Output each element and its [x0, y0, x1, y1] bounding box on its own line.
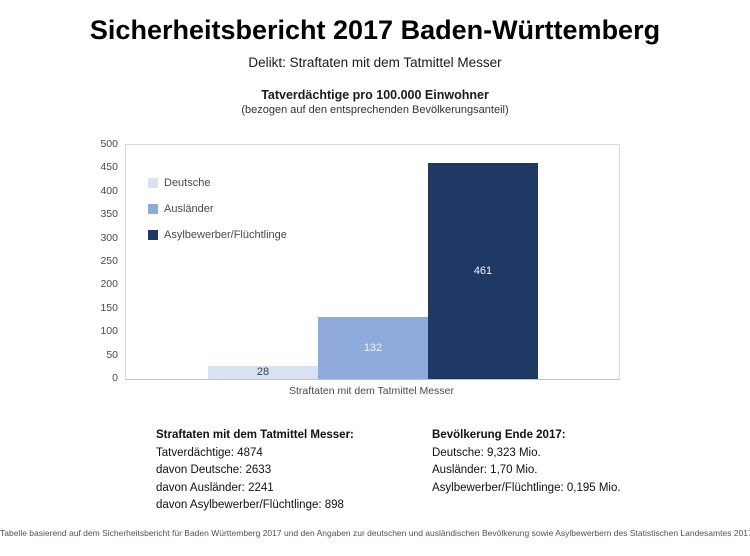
info-line: Tatverdächtige: 4874 — [156, 446, 263, 459]
y-axis-tick: 250 — [100, 255, 118, 267]
legend-label: Ausländer — [164, 203, 214, 215]
chart-subtitle: (bezogen auf den entsprechenden Bevölker… — [241, 104, 509, 116]
info-population-lines: Deutsche: 9,323 Mio. Ausländer: 1,70 Mio.… — [432, 445, 621, 498]
source-footnote: Tabelle basierend auf dem Sicherheitsber… — [0, 528, 750, 538]
y-axis-tick: 100 — [100, 325, 118, 338]
bar-ausl-nder: 132 — [318, 317, 428, 379]
y-axis-tick: 150 — [100, 301, 118, 314]
y-axis-tick: 300 — [100, 231, 118, 244]
y-axis-tick: 0 — [112, 372, 118, 384]
plot-area: Deutsche Ausländer Asylbewerber/Flüchtling… — [125, 144, 620, 380]
legend-label: Asylbewerber/Flüchtlinge — [164, 229, 287, 241]
bar-value-label: 28 — [256, 366, 270, 378]
info-crimes-heading: Straftaten mit dem Tatmittel Messer: — [156, 429, 354, 441]
bar-value-label: 132 — [363, 341, 383, 354]
info-line: Asylbewerber/Flüchtlinge: 0,195 Mio. — [432, 481, 621, 494]
chart-title: Tatverdächtige pro 100.000 Einwohner — [261, 88, 489, 102]
info-population-heading: Bevölkerung Ende 2017: — [432, 429, 566, 441]
bar-value-label: 461 — [473, 264, 493, 277]
y-axis-tick: 500 — [100, 138, 118, 150]
y-axis: 0 50 100 150 200 250 300 350 400 450 500 — [50, 138, 118, 384]
info-line: davon Asylbewerber/Flüchtlinge: 898 — [156, 499, 344, 512]
legend-item-ausl-nder: Ausländer — [148, 203, 287, 215]
y-axis-tick: 350 — [100, 208, 118, 221]
chart-legend: Deutsche Ausländer Asylbewerber/Flüchtling… — [148, 177, 287, 255]
info-crimes-lines: Tatverdächtige: 4874 davon Deutsche: 2633… — [156, 445, 354, 515]
page-subtitle: Delikt: Straftaten mit dem Tatmittel Mes… — [248, 55, 502, 70]
page-title: Sicherheitsbericht 2017 Baden-Württember… — [89, 15, 661, 45]
legend-color-swatch-icon — [148, 178, 158, 188]
bar-deutsche: 28 — [208, 366, 318, 379]
y-axis-tick: 50 — [106, 348, 118, 361]
legend-label: Deutsche — [164, 177, 211, 189]
legend-color-swatch-icon — [148, 204, 158, 214]
legend-color-swatch-icon — [148, 230, 158, 240]
legend-item-asylbewerber-fl-chtlinge: Asylbewerber/Flüchtlinge — [148, 229, 287, 241]
info-line: Ausländer: 1,70 Mio. — [432, 464, 538, 477]
legend-item-deutsche: Deutsche — [148, 177, 287, 189]
y-axis-tick: 200 — [100, 278, 118, 291]
y-axis-tick: 400 — [100, 184, 118, 197]
info-line: davon Ausländer: 2241 — [156, 481, 274, 494]
info-block-population: Bevölkerung Ende 2017: Deutsche: 9,323 M… — [432, 427, 621, 497]
info-line: davon Deutsche: 2633 — [156, 464, 272, 477]
y-axis-tick: 450 — [100, 161, 118, 174]
info-block-crimes: Straftaten mit dem Tatmittel Messer: Tat… — [156, 427, 354, 515]
bar-asylbewerber-fl-chtlinge: 461 — [428, 163, 538, 379]
info-line: Deutsche: 9,323 Mio. — [432, 446, 541, 459]
x-axis-label: Straftaten mit dem Tatmittel Messer — [289, 385, 454, 397]
